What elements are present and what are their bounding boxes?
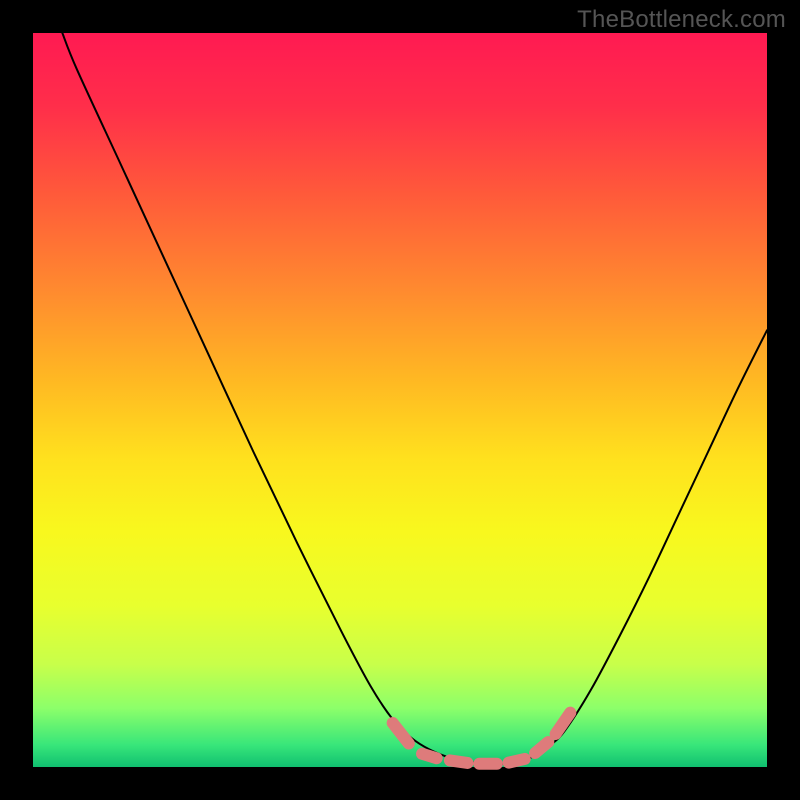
floor-segment [422,754,437,758]
chart-container: TheBottleneck.com [0,0,800,800]
watermark-text: TheBottleneck.com [577,6,786,34]
floor-segment [450,760,468,763]
floor-segment [509,759,525,763]
floor-segment [535,742,548,753]
bottleneck-curve-chart [0,0,800,800]
